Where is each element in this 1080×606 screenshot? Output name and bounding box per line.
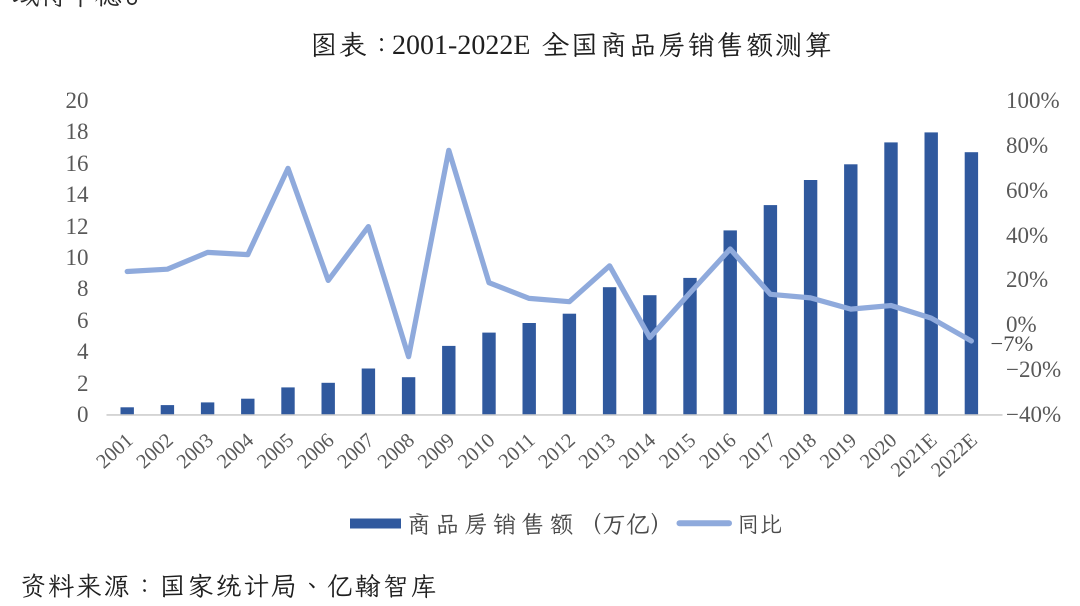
svg-text:2015: 2015 bbox=[655, 429, 700, 473]
svg-text:2002: 2002 bbox=[133, 429, 178, 473]
svg-text:2022E: 2022E bbox=[927, 429, 982, 481]
svg-text:2007: 2007 bbox=[334, 429, 379, 473]
svg-text:2012: 2012 bbox=[535, 429, 580, 473]
svg-text:2013: 2013 bbox=[575, 429, 620, 473]
svg-text:2001: 2001 bbox=[92, 429, 137, 473]
svg-text:2016: 2016 bbox=[695, 429, 740, 473]
svg-text:2006: 2006 bbox=[293, 429, 338, 473]
svg-text:2017: 2017 bbox=[736, 429, 781, 473]
svg-text:2004: 2004 bbox=[213, 429, 258, 473]
svg-text:2018: 2018 bbox=[776, 429, 821, 473]
svg-text:2005: 2005 bbox=[253, 429, 298, 473]
svg-text:2003: 2003 bbox=[173, 429, 218, 473]
svg-text:2011: 2011 bbox=[495, 429, 540, 472]
svg-text:2014: 2014 bbox=[615, 429, 660, 473]
svg-text:2010: 2010 bbox=[454, 429, 499, 473]
svg-text:2008: 2008 bbox=[374, 429, 419, 473]
svg-text:2021E: 2021E bbox=[887, 429, 942, 481]
svg-text:2019: 2019 bbox=[816, 429, 861, 473]
svg-text:2009: 2009 bbox=[414, 429, 459, 473]
